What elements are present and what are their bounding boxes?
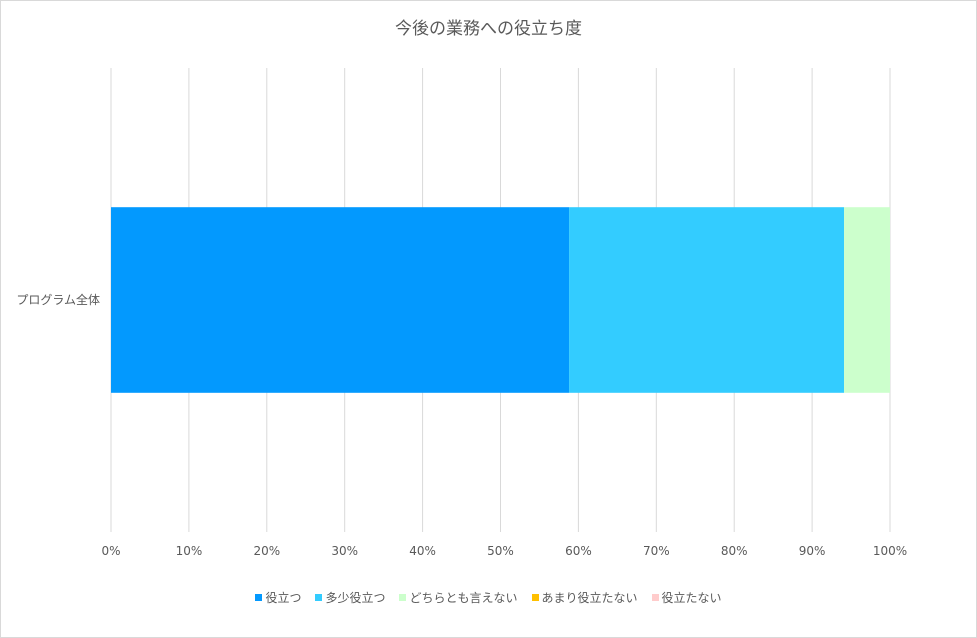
x-tick-label: 70% [643,544,670,558]
legend-label: あまり役立たない [541,591,638,605]
legend-swatch [255,594,263,601]
x-tick-label: 30% [331,544,358,558]
x-tick-label: 20% [253,544,280,558]
x-tick-label: 90% [799,544,826,558]
bar-segment [569,207,845,393]
legend-item: あまり役立たない [531,589,638,606]
legend-item: どちらとも言えない [399,589,518,606]
chart-title: 今後の業務への役立ち度 [395,19,582,39]
legend-label: 役立つ [265,591,302,605]
legend-label: どちらとも言えない [409,591,518,605]
legend-swatch [531,594,539,601]
x-tick-label: 10% [176,544,203,558]
bar-segment [844,207,890,393]
legend-item: 多少役立つ [315,589,385,606]
x-tick-label: 60% [565,544,592,558]
legend: 役立つ 多少役立つ どちらとも言えない あまり役立たない 役立たない [0,589,977,606]
legend-swatch [315,594,323,601]
x-tick-label: 80% [721,544,748,558]
x-tick-label: 100% [873,544,907,558]
legend-label: 役立たない [661,591,722,605]
x-tick-label: 50% [487,544,514,558]
legend-item: 役立たない [651,589,722,606]
legend-label: 多少役立つ [325,591,386,605]
legend-swatch [651,594,659,601]
legend-swatch [399,594,407,601]
x-tick-label: 40% [409,544,436,558]
bar-segment [111,207,570,393]
y-category-label: プログラム全体 [16,292,100,307]
legend-item: 役立つ [255,589,301,606]
x-tick-label: 0% [101,544,120,558]
